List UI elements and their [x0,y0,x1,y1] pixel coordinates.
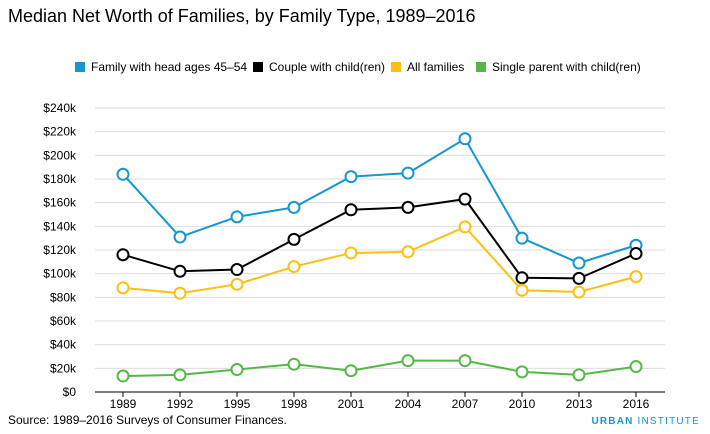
x-tick-label: 2001 [338,397,365,411]
data-point [287,200,301,214]
chart-legend: Family with head ages 45–54 Couple with … [0,60,710,76]
legend-swatch-head-45-54 [75,62,85,72]
y-tick-label: $220k [43,125,77,139]
series-line-1 [122,198,637,280]
brand-part-2: INSTITUTE [633,416,700,427]
y-tick-label: $80k [50,290,77,304]
data-point [230,210,244,224]
data-point [458,354,472,368]
data-point [629,247,643,261]
legend-item-single-parent: Single parent with child(ren) [476,60,641,74]
y-tick-label: $240k [43,101,77,115]
source-note: Source: 1989–2016 Surveys of Consumer Fi… [8,413,287,427]
data-point [515,231,529,245]
data-point [287,260,301,274]
y-tick-label: $160k [43,196,77,210]
data-point [572,368,586,382]
urban-institute-logo: URBAN INSTITUTE [591,416,700,427]
x-tick-label: 2010 [509,397,536,411]
data-point [173,230,187,244]
brand-part-1: URBAN [591,416,634,427]
data-point [344,203,358,217]
y-tick-label: $0 [63,385,77,399]
x-tick-label: 1998 [281,397,308,411]
data-point [287,232,301,246]
x-tick-label: 2013 [566,397,593,411]
x-tick-label: 2004 [395,397,422,411]
data-point [515,271,529,285]
series-line-3 [122,359,637,378]
data-point [629,270,643,284]
data-point [173,264,187,278]
series-line-2 [122,225,637,295]
legend-swatch-couple-children [253,62,263,72]
data-point [572,271,586,285]
data-point [458,192,472,206]
y-tick-label: $40k [50,338,77,352]
y-tick-label: $60k [50,314,77,328]
legend-item-head-45-54: Family with head ages 45–54 [75,60,247,74]
data-point [629,360,643,374]
data-point [401,166,415,180]
data-point [515,365,529,379]
data-point [572,256,586,270]
data-point [116,248,130,262]
chart-title: Median Net Worth of Families, by Family … [8,6,476,26]
x-tick-label: 1989 [110,397,137,411]
y-tick-label: $180k [43,172,77,186]
data-point [401,245,415,259]
data-point [515,283,529,297]
data-point [173,368,187,382]
y-tick-label: $100k [43,267,77,281]
legend-label-all-families: All families [407,60,465,74]
data-point [401,200,415,214]
x-tick-label: 2016 [623,397,650,411]
data-point [116,369,130,383]
y-tick-label: $20k [50,361,77,375]
x-tick-label: 1992 [167,397,194,411]
data-point [458,132,472,146]
data-point [572,285,586,299]
data-point [344,170,358,184]
y-tick-label: $200k [43,148,77,162]
data-point [230,363,244,377]
data-point [458,220,472,234]
series-line-0 [122,137,637,265]
data-point [116,167,130,181]
data-point [401,354,415,368]
legend-swatch-all-families [391,62,401,72]
legend-label-single-parent: Single parent with child(ren) [492,60,641,74]
data-point [230,277,244,291]
y-tick-label: $120k [43,243,77,257]
legend-label-head-45-54: Family with head ages 45–54 [91,60,248,74]
x-tick-label: 2007 [452,397,479,411]
legend-swatch-single-parent [476,62,486,72]
legend-item-all-families: All families [391,60,464,74]
data-point [344,246,358,260]
data-point [173,286,187,300]
data-point [287,357,301,371]
legend-item-couple-children: Couple with child(ren) [253,60,385,74]
y-tick-label: $140k [43,219,77,233]
x-tick-label: 1995 [224,397,251,411]
data-point [116,281,130,295]
data-point [230,263,244,277]
data-point [344,364,358,378]
legend-label-couple-children: Couple with child(ren) [269,60,386,74]
